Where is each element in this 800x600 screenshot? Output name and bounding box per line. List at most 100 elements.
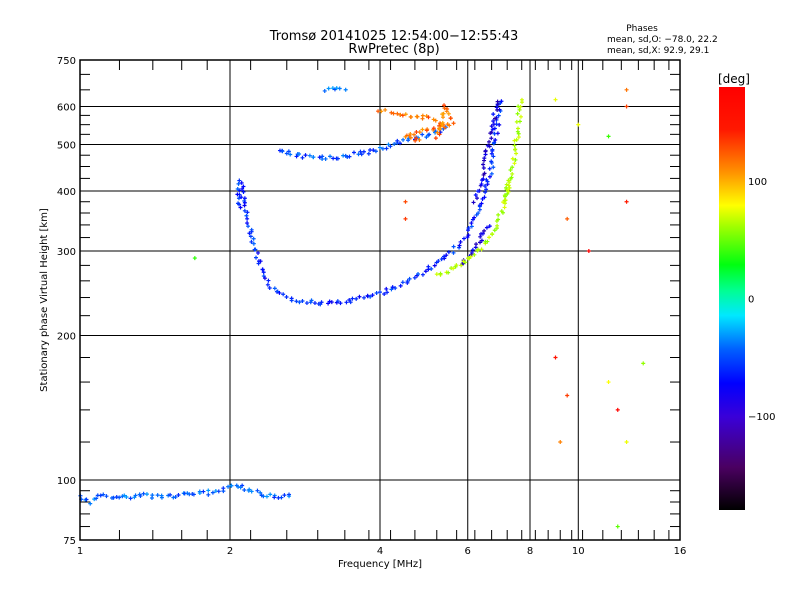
data-point <box>245 210 250 215</box>
y-tick-label: 750 <box>57 56 76 67</box>
data-point <box>128 496 133 501</box>
data-point <box>392 142 397 147</box>
data-point <box>451 121 456 126</box>
data-point <box>159 495 164 500</box>
data-point <box>470 247 475 252</box>
data-point <box>282 493 287 498</box>
data-point <box>412 275 417 280</box>
data-point <box>247 231 252 236</box>
data-point <box>495 131 500 136</box>
data-point <box>337 86 342 91</box>
data-point <box>478 240 483 245</box>
data-point <box>489 159 494 164</box>
data-point <box>417 130 422 135</box>
data-point <box>493 137 498 142</box>
data-point <box>84 497 89 502</box>
x-tick-label: 10 <box>572 546 585 557</box>
data-point <box>264 494 269 499</box>
data-point <box>92 497 97 502</box>
data-point <box>508 167 513 172</box>
colorbar-tick-label: 0 <box>748 295 754 306</box>
data-point <box>289 298 294 303</box>
x-tick-label: 16 <box>674 546 687 557</box>
data-point <box>379 109 384 114</box>
data-point <box>383 107 388 112</box>
y-tick-label: 500 <box>57 141 76 152</box>
data-point <box>516 126 521 131</box>
x-tick-label: 4 <box>377 546 383 557</box>
data-point <box>489 171 494 176</box>
data-point <box>416 272 421 277</box>
data-point <box>489 124 494 129</box>
data-point <box>491 119 496 124</box>
stats-x-mode: mean, sd,X: 92.9, 29.1 <box>607 46 709 56</box>
data-point <box>420 116 425 121</box>
data-point <box>241 184 246 189</box>
data-point <box>487 224 492 229</box>
data-point <box>256 261 261 266</box>
data-point <box>244 213 249 218</box>
data-point <box>487 144 492 149</box>
data-point <box>319 300 324 305</box>
data-point <box>491 122 496 127</box>
data-point <box>312 301 317 306</box>
data-point <box>413 138 418 143</box>
data-point <box>286 149 291 154</box>
data-point <box>206 488 211 493</box>
stats-heading: Phases <box>626 24 658 34</box>
data-point <box>300 155 305 160</box>
x-tick-label: 6 <box>465 546 471 557</box>
data-point <box>245 221 250 226</box>
data-point <box>513 147 518 152</box>
stats-o-mode: mean, sd,O: −78.0, 22.2 <box>607 35 718 45</box>
data-point <box>483 190 488 195</box>
data-point <box>403 216 408 221</box>
data-point <box>405 279 410 284</box>
data-point <box>266 278 271 283</box>
data-point <box>88 501 93 506</box>
data-point <box>476 211 481 216</box>
data-point <box>317 155 322 160</box>
data-point <box>347 297 352 302</box>
data-point <box>124 494 129 499</box>
data-point <box>240 186 245 191</box>
data-point <box>444 109 449 114</box>
data-point <box>437 132 442 137</box>
data-point <box>408 135 413 140</box>
data-point <box>368 294 373 299</box>
data-point <box>403 112 408 117</box>
data-points <box>78 86 646 529</box>
data-point <box>370 293 375 298</box>
data-point <box>284 151 289 156</box>
data-point <box>469 224 474 229</box>
data-point <box>403 134 408 139</box>
data-point <box>478 234 483 239</box>
data-point <box>493 116 498 121</box>
data-point <box>431 117 436 122</box>
data-point <box>442 125 447 130</box>
data-point <box>242 196 247 201</box>
data-point <box>472 215 477 220</box>
data-point <box>484 187 489 192</box>
data-point <box>247 487 252 492</box>
data-point <box>255 488 260 493</box>
data-point <box>510 171 515 176</box>
data-point <box>481 162 486 167</box>
data-point <box>249 489 254 494</box>
data-point <box>445 122 450 127</box>
data-point <box>329 300 334 305</box>
data-point <box>261 274 266 279</box>
data-point <box>303 153 308 158</box>
data-point <box>138 493 143 498</box>
y-axis-label: Stationary phase Virtual Height [km] <box>39 208 50 392</box>
data-point <box>446 111 451 116</box>
data-point <box>433 136 438 141</box>
data-point <box>173 494 178 499</box>
data-point <box>414 129 419 134</box>
data-point <box>326 86 331 91</box>
data-point <box>491 154 496 159</box>
data-point <box>262 276 267 281</box>
y-tick-label: 100 <box>57 476 76 487</box>
data-point <box>377 290 382 295</box>
